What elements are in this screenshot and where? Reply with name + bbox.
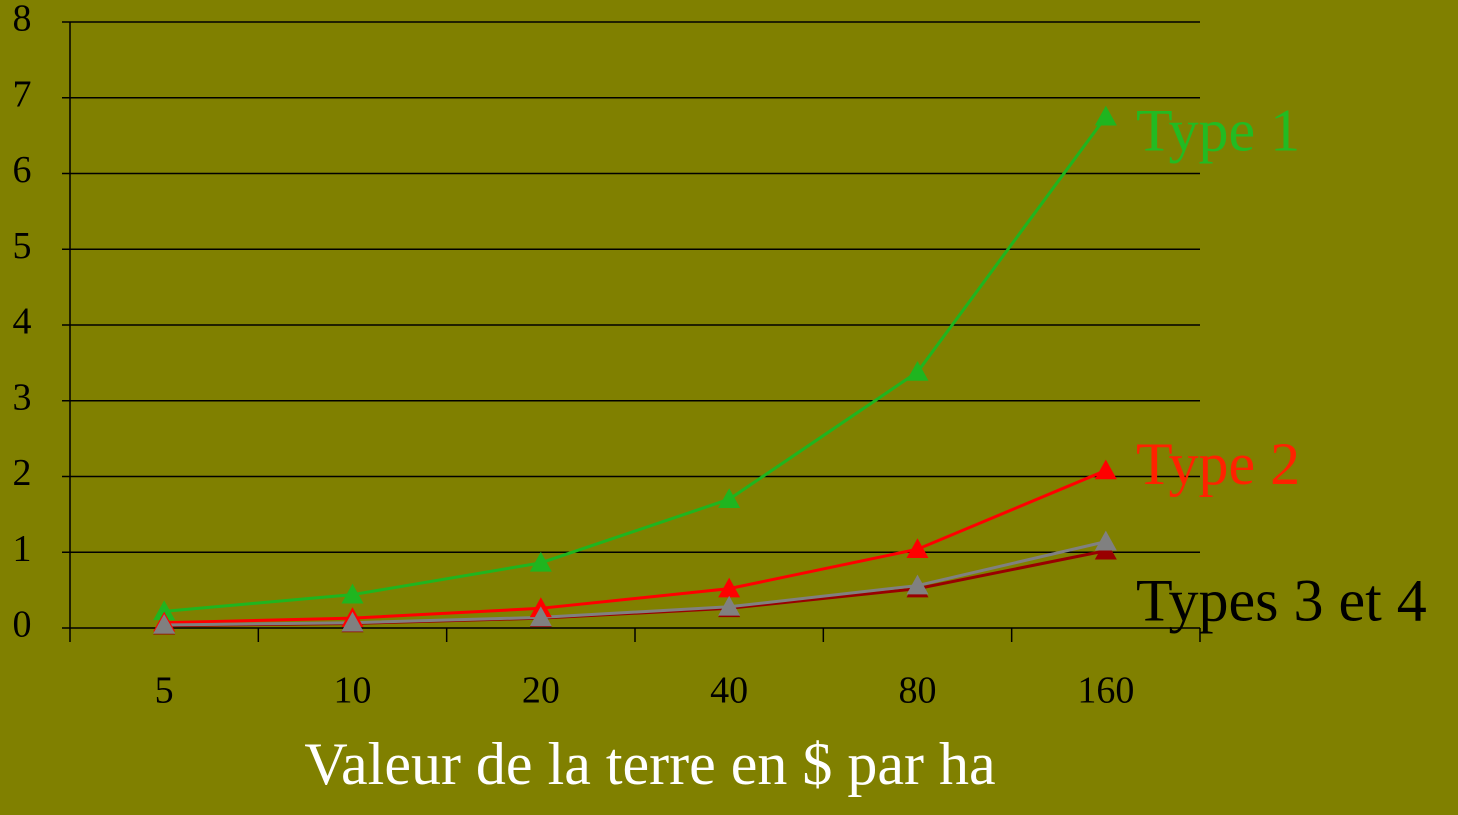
marker xyxy=(906,574,929,595)
marker xyxy=(1094,105,1117,126)
x-tick-label: 5 xyxy=(155,670,174,712)
annotation: Type 2 xyxy=(1136,431,1300,497)
marker xyxy=(718,488,741,509)
marker xyxy=(153,613,176,634)
marker xyxy=(529,551,552,572)
marker xyxy=(341,583,364,604)
marker xyxy=(718,577,741,598)
marker xyxy=(153,600,176,621)
y-tick-label: 6 xyxy=(13,149,32,191)
marker xyxy=(341,611,364,632)
y-tick-label: 7 xyxy=(13,73,32,115)
marker xyxy=(718,595,741,616)
y-tick-label: 1 xyxy=(13,528,32,570)
annotation: Type 1 xyxy=(1136,97,1300,163)
marker xyxy=(906,538,929,559)
x-axis-label: Valeur de la terre en $ par ha xyxy=(304,731,995,797)
y-tick-label: 0 xyxy=(13,604,32,646)
y-tick-label: 4 xyxy=(13,301,32,343)
y-tick-label: 2 xyxy=(13,452,32,494)
series-line xyxy=(164,540,1107,627)
marker xyxy=(1094,530,1117,551)
y-tick-label: 5 xyxy=(13,225,32,267)
x-tick-label: 20 xyxy=(522,670,560,712)
marker xyxy=(529,606,552,627)
y-tick-label: 3 xyxy=(13,376,32,418)
x-tick-label: 80 xyxy=(899,670,937,712)
marker xyxy=(1094,459,1117,480)
x-tick-label: 40 xyxy=(710,670,748,712)
x-tick-label: 160 xyxy=(1077,670,1134,712)
series-line xyxy=(164,549,1107,628)
y-tick-label: 8 xyxy=(13,0,32,40)
x-tick-label: 10 xyxy=(334,670,372,712)
series-line xyxy=(164,115,1108,613)
annotation: Types 3 et 4 xyxy=(1136,568,1427,634)
marker xyxy=(906,360,929,381)
series-line xyxy=(164,469,1107,625)
